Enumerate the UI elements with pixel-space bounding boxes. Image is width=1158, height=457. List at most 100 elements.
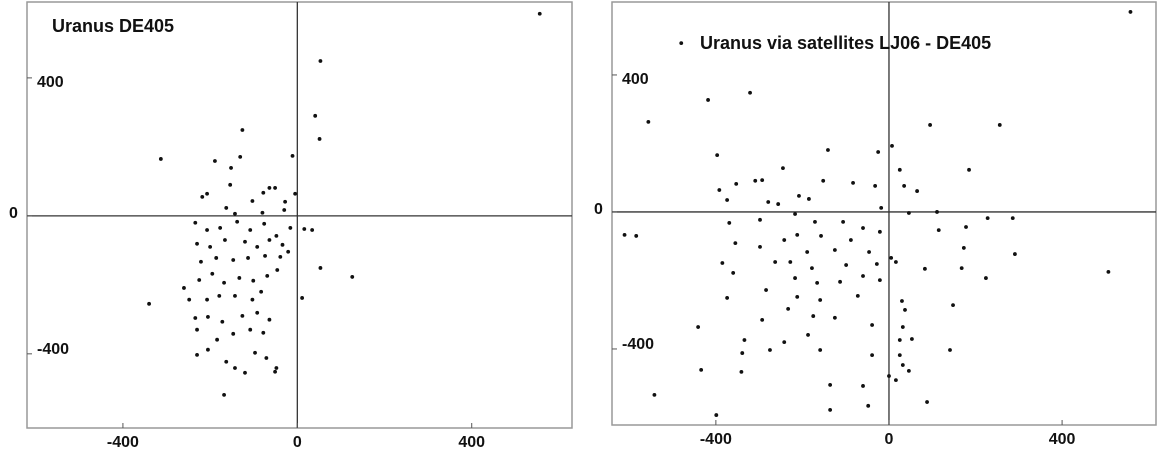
data-point <box>855 293 860 298</box>
data-point <box>260 210 265 215</box>
data-point <box>818 348 823 352</box>
data-point <box>795 295 800 299</box>
data-point <box>208 245 213 249</box>
data-point <box>634 234 639 238</box>
data-point <box>861 274 865 278</box>
y-tick-label: -400 <box>37 341 69 358</box>
data-point <box>889 255 894 260</box>
data-point <box>215 337 219 342</box>
data-point <box>210 271 215 276</box>
data-point <box>781 166 785 171</box>
data-point <box>290 153 295 158</box>
x-tick-label: 400 <box>1049 431 1076 448</box>
data-point <box>773 260 778 264</box>
data-point <box>313 113 318 118</box>
data-point <box>906 211 911 215</box>
data-point <box>224 359 229 364</box>
data-point <box>182 286 186 290</box>
data-point <box>877 229 882 234</box>
data-point <box>838 279 842 284</box>
data-point <box>1013 252 1017 256</box>
data-point <box>206 347 210 352</box>
data-point <box>877 278 882 283</box>
data-point <box>699 367 704 372</box>
data-point <box>218 226 223 230</box>
data-point <box>841 219 846 224</box>
data-point <box>910 337 914 341</box>
data-point <box>261 190 266 195</box>
data-point <box>795 233 800 237</box>
chart-title: Uranus DE405 <box>52 16 174 36</box>
data-point <box>1106 269 1111 274</box>
data-point <box>951 303 955 308</box>
data-point <box>906 368 911 373</box>
data-point <box>903 308 907 312</box>
data-point <box>818 298 823 302</box>
data-point <box>866 403 871 408</box>
data-point <box>819 234 823 238</box>
data-point <box>622 233 627 237</box>
data-point <box>748 90 752 95</box>
data-point <box>897 338 902 342</box>
data-point <box>233 366 237 370</box>
data-point <box>267 317 272 322</box>
data-point <box>696 325 701 329</box>
data-point <box>302 227 307 231</box>
data-point <box>967 167 971 172</box>
data-point <box>948 348 952 352</box>
data-point <box>255 245 260 249</box>
data-point <box>810 266 814 271</box>
data-point <box>205 228 209 232</box>
data-point <box>267 238 272 242</box>
data-point <box>725 198 730 202</box>
x-tick-label: 0 <box>885 431 894 448</box>
data-point <box>235 219 240 224</box>
data-point <box>205 297 209 302</box>
data-point <box>197 278 202 282</box>
data-point <box>714 413 719 417</box>
data-point <box>679 41 684 46</box>
data-point <box>935 210 939 214</box>
data-point <box>851 180 855 185</box>
data-point <box>793 276 797 280</box>
data-point <box>248 228 253 232</box>
data-point <box>195 352 199 357</box>
data-point <box>259 289 264 294</box>
data-point <box>897 353 902 358</box>
x-tick-label: -400 <box>700 431 732 448</box>
data-point <box>264 356 269 360</box>
data-point <box>205 191 209 196</box>
data-point <box>900 325 905 329</box>
data-point <box>199 259 203 264</box>
data-point <box>961 246 966 250</box>
data-point <box>874 262 879 266</box>
data-point <box>213 159 217 163</box>
data-point <box>725 296 730 300</box>
data-point <box>652 392 657 397</box>
data-point <box>261 330 266 335</box>
data-point <box>964 225 968 229</box>
data-point <box>753 178 758 183</box>
data-point <box>248 327 253 332</box>
data-point <box>890 143 894 148</box>
data-point <box>158 157 163 161</box>
data-point <box>243 370 247 375</box>
data-point <box>222 280 226 285</box>
data-point <box>821 178 826 183</box>
data-point <box>848 238 853 242</box>
data-point <box>867 250 871 254</box>
data-point <box>760 178 765 183</box>
data-point <box>318 266 323 270</box>
data-point <box>273 369 277 374</box>
data-point <box>246 256 250 260</box>
data-point <box>288 226 293 230</box>
data-point <box>879 205 884 210</box>
data-point <box>317 137 322 141</box>
data-point <box>832 315 837 320</box>
data-point <box>805 250 810 254</box>
data-point <box>250 199 255 203</box>
data-point <box>187 297 192 302</box>
data-point <box>310 228 315 232</box>
data-point <box>959 266 964 271</box>
